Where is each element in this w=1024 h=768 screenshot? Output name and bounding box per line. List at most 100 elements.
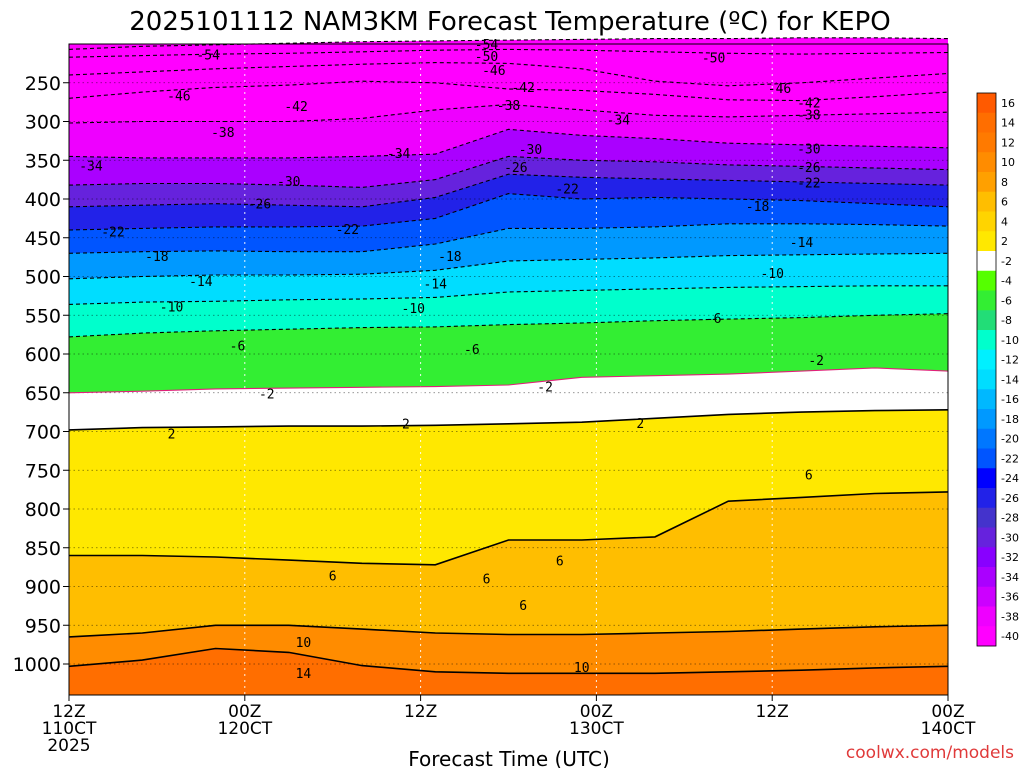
colorbar-label: -8	[1001, 314, 1012, 327]
colorbar-swatch	[977, 567, 996, 588]
y-tick-label: 550	[25, 305, 61, 327]
colorbar-swatch	[977, 330, 996, 351]
contour-label: -22	[797, 177, 820, 192]
colorbar-swatch	[977, 112, 996, 133]
colorbar-label: -36	[1001, 591, 1019, 604]
contour-label: -26	[504, 161, 527, 176]
colorbar-swatch	[977, 270, 996, 291]
colorbar-swatch	[977, 310, 996, 331]
y-tick-label: 350	[25, 150, 61, 172]
colorbar-label: 14	[1001, 117, 1015, 130]
colorbar-label: 6	[1001, 196, 1008, 209]
colorbar-label: -12	[1001, 354, 1019, 367]
colorbar-swatch	[977, 369, 996, 390]
colorbar-label: 8	[1001, 176, 1008, 189]
colorbar-label: -14	[1001, 373, 1019, 386]
contour-line	[68, 223, 949, 254]
contour-line	[68, 173, 949, 208]
colorbar-label: -38	[1001, 610, 1019, 623]
colorbar-swatch	[977, 389, 996, 410]
contour-label: -2	[537, 380, 553, 395]
contour-label: 2	[636, 417, 644, 432]
chart-title: 2025101112 NAM3KM Forecast Temperature (…	[129, 7, 890, 37]
contour-line	[68, 155, 949, 188]
y-tick-label: 800	[25, 499, 61, 521]
contour-line	[68, 367, 949, 394]
colorbar-swatch	[977, 251, 996, 272]
contour-label: -6	[706, 312, 722, 327]
colorbar-swatch	[977, 172, 996, 193]
x-tick-label: 140CT	[921, 719, 976, 739]
y-tick-label: 600	[25, 344, 61, 366]
contour-label: -22	[555, 183, 578, 198]
contour-label: -42	[284, 100, 307, 115]
colorbar-label: -2	[1001, 255, 1012, 268]
x-tick-label: 12Z	[52, 702, 85, 722]
plot-frame	[68, 43, 949, 696]
contour-label: -18	[145, 250, 168, 265]
contour-label: -46	[167, 90, 190, 105]
colorbar-swatch	[977, 152, 996, 173]
contour-label: -18	[438, 250, 461, 265]
contour-label: 2	[168, 428, 176, 443]
colorbar-swatch	[977, 626, 996, 647]
colorbar-label: -4	[1001, 275, 1012, 288]
colorbar-label: -32	[1001, 551, 1019, 564]
contour-label: -10	[760, 267, 783, 282]
colorbar-swatch	[977, 93, 996, 114]
x-tick-label: 130CT	[569, 719, 624, 739]
contour-label: -22	[336, 223, 359, 238]
colorbar-swatch	[977, 606, 996, 627]
contour-label: -38	[497, 99, 520, 114]
colorbar-label: -18	[1001, 413, 1019, 426]
contour-label: 6	[556, 555, 564, 570]
x-tick-label: 12Z	[756, 702, 789, 722]
colorbar: 16 14 12 10 8 6 4 2 -2 -4 -6 -8 -10 -12 -14 -16 -18 -20 -2…	[976, 92, 1019, 647]
contour-label: 10	[574, 661, 590, 676]
colorbar-swatch	[977, 547, 996, 568]
contour-label: -2	[259, 387, 275, 402]
y-tick-label: 900	[25, 577, 61, 599]
y-tick-label: 850	[25, 538, 61, 560]
contour-label: 6	[805, 469, 813, 484]
y-tick-label: 250	[25, 73, 61, 95]
x-tick-label: 00Z	[580, 702, 613, 722]
contour-label: -42	[511, 81, 534, 96]
contour-label: -6	[464, 343, 480, 358]
contour-label: -54	[475, 38, 499, 53]
contour-label: -54	[196, 49, 220, 64]
contour-label: 14	[296, 667, 312, 682]
contour-label: -14	[189, 275, 213, 290]
colorbar-swatch	[977, 231, 996, 252]
contour-label: -30	[797, 142, 820, 157]
colorbar-swatch	[977, 527, 996, 548]
colorbar-label: -10	[1001, 334, 1019, 347]
colorbar-label: 12	[1001, 136, 1015, 149]
colorbar-label: 2	[1001, 235, 1008, 248]
contour-label: 10	[296, 636, 312, 651]
contour-line	[68, 128, 949, 159]
colorbar-label: -26	[1001, 492, 1019, 505]
x-tick-label: 00Z	[931, 702, 964, 722]
contour-label: -46	[768, 82, 791, 97]
contour-line	[69, 491, 949, 566]
colorbar-swatch	[977, 290, 996, 311]
colorbar-label: 10	[1001, 156, 1015, 169]
x-axis-label: Forecast Time (UTC)	[408, 747, 610, 768]
x-tick-label: 00Z	[228, 702, 261, 722]
x-tick-label: 12Z	[404, 702, 437, 722]
colorbar-label: 16	[1001, 97, 1015, 110]
colorbar-swatch	[977, 211, 996, 232]
contour-label: -14	[790, 236, 814, 251]
contour-label: 2	[402, 418, 410, 433]
contour-label: -50	[702, 52, 725, 67]
contour-line	[68, 193, 949, 231]
y-tick-label: 950	[25, 615, 61, 637]
contour-label: -46	[482, 64, 505, 79]
contour-label: -26	[248, 197, 271, 212]
contour-label: -30	[277, 175, 300, 190]
colorbar-label: -28	[1001, 512, 1019, 525]
colorbar-label: -20	[1001, 433, 1019, 446]
contour-label: -6	[230, 339, 246, 354]
colorbar-swatch	[977, 488, 996, 509]
